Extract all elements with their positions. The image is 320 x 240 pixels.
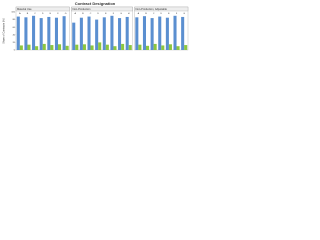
bar <box>138 44 142 50</box>
x-tick-label: D <box>160 13 162 15</box>
y-tick-label: 80 <box>13 19 16 21</box>
panel-header <box>134 6 189 12</box>
x-tick-label: F <box>57 13 59 15</box>
bar <box>158 16 162 51</box>
bar <box>118 18 122 50</box>
panel-title: Non-Production <box>72 7 91 11</box>
panel-title: Material Use <box>17 7 32 11</box>
x-tick-label: C <box>90 13 92 15</box>
x-tick-label: G <box>120 13 122 15</box>
bar <box>79 17 83 50</box>
x-tick-label: H <box>128 13 130 15</box>
bar <box>35 46 39 50</box>
bar <box>95 19 99 50</box>
bar <box>87 16 91 51</box>
bar <box>184 45 188 50</box>
x-tick-label: A <box>19 12 21 15</box>
bar <box>165 17 169 50</box>
bar <box>32 15 36 51</box>
bar <box>142 16 146 50</box>
x-tick-label: E <box>168 13 170 15</box>
bar <box>65 45 69 50</box>
x-tick-label: G <box>65 13 67 15</box>
bar <box>75 44 79 50</box>
x-tick-label: C <box>153 13 155 15</box>
y-tick-label: 40 <box>13 34 16 36</box>
y-tick-label: 60 <box>13 27 16 29</box>
x-tick-label: F <box>176 13 178 15</box>
chart: Contract Designation Share of Contracts … <box>0 0 190 58</box>
bar <box>173 15 177 51</box>
panel-header <box>71 6 133 12</box>
x-tick-label: F <box>113 13 115 15</box>
chart-title: Contract Designation <box>75 1 116 6</box>
bar <box>153 43 157 50</box>
bar <box>42 43 46 50</box>
y-tick-label: 100 <box>11 12 15 14</box>
x-tick-label: B <box>27 13 29 15</box>
y-axis-label: Share of Contracts (%) <box>3 18 6 44</box>
bar <box>121 43 125 50</box>
bar <box>58 44 62 50</box>
bar <box>82 44 86 50</box>
bar <box>19 45 23 50</box>
x-tick-label: E <box>50 13 52 15</box>
bar <box>98 42 102 50</box>
bar <box>39 18 43 50</box>
bar <box>50 45 54 50</box>
bar <box>90 45 94 50</box>
bar <box>105 44 109 50</box>
x-tick-label: B <box>82 13 84 15</box>
bar <box>110 15 114 51</box>
panel-header <box>15 6 70 12</box>
x-tick-label: D <box>42 13 44 15</box>
bar <box>128 45 132 50</box>
bar <box>150 18 154 50</box>
bar <box>181 16 185 50</box>
x-tick-label: D <box>97 13 99 15</box>
x-tick-label: E <box>105 13 107 15</box>
x-tick-label: C <box>34 13 36 15</box>
bar <box>135 17 139 50</box>
bar <box>161 45 165 50</box>
bar <box>16 16 20 51</box>
x-tick-label: A <box>75 12 77 15</box>
x-tick-label: B <box>145 13 147 15</box>
bar <box>113 46 117 50</box>
x-tick-label: G <box>183 13 185 15</box>
bar <box>102 17 106 50</box>
bar <box>54 17 58 50</box>
bar <box>47 16 51 50</box>
panel-title: Non-Production, Adjustable <box>136 7 168 11</box>
bar <box>146 45 150 50</box>
bar <box>168 44 172 50</box>
bar <box>72 22 76 50</box>
y-tick-label: 0 <box>14 50 16 52</box>
bar <box>125 16 129 50</box>
bar <box>62 16 66 50</box>
bar <box>27 44 31 50</box>
y-tick-label: 20 <box>13 42 16 44</box>
bar <box>24 17 28 50</box>
x-tick-label: A <box>138 12 140 15</box>
bar <box>176 46 180 50</box>
